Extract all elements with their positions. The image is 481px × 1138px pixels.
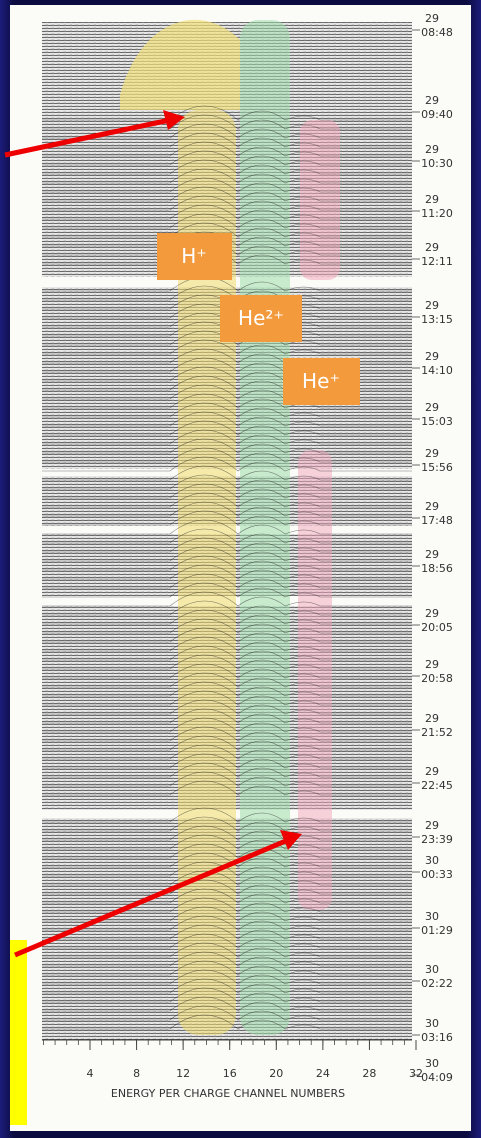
time-clock: 10:30 xyxy=(421,157,453,170)
time-day: 30 xyxy=(425,963,439,976)
time-day: 30 xyxy=(425,1057,439,1070)
highlight-bar xyxy=(10,940,27,1125)
x-tick-label: 24 xyxy=(316,1067,330,1080)
time-clock: 11:20 xyxy=(421,207,453,220)
time-day: 29 xyxy=(425,350,439,363)
time-clock: 20:05 xyxy=(421,621,453,634)
time-clock: 15:03 xyxy=(421,415,453,428)
time-day: 29 xyxy=(425,241,439,254)
ion-label: H⁺ xyxy=(181,244,207,268)
time-clock: 00:33 xyxy=(421,868,453,881)
time-clock: 22:45 xyxy=(421,779,453,792)
time-day: 29 xyxy=(425,143,439,156)
time-day: 29 xyxy=(425,607,439,620)
time-day: 29 xyxy=(425,765,439,778)
ion-label: He²⁺ xyxy=(238,306,284,330)
time-clock: 14:10 xyxy=(421,364,453,377)
x-tick-label: 20 xyxy=(269,1067,283,1080)
figure: 48121620242832 ENERGY PER CHARGE CHANNEL… xyxy=(0,0,481,1138)
time-clock: 03:16 xyxy=(421,1031,453,1044)
x-axis-label: ENERGY PER CHARGE CHANNEL NUMBERS xyxy=(111,1087,345,1100)
time-clock: 13:15 xyxy=(421,313,453,326)
ion-label: He⁺ xyxy=(302,369,340,393)
time-day: 29 xyxy=(425,299,439,312)
time-day: 29 xyxy=(425,12,439,25)
time-day: 29 xyxy=(425,94,439,107)
time-day: 29 xyxy=(425,658,439,671)
time-day: 30 xyxy=(425,1017,439,1030)
time-clock: 23:39 xyxy=(421,833,453,846)
time-clock: 17:48 xyxy=(421,514,453,527)
x-tick-label: 4 xyxy=(87,1067,94,1080)
time-clock: 01:29 xyxy=(421,924,453,937)
time-clock: 21:52 xyxy=(421,726,453,739)
time-clock: 02:22 xyxy=(421,977,453,990)
x-tick-label: 8 xyxy=(133,1067,140,1080)
time-day: 29 xyxy=(425,447,439,460)
time-day: 30 xyxy=(425,910,439,923)
time-clock: 12:11 xyxy=(421,255,453,268)
time-day: 29 xyxy=(425,193,439,206)
time-clock: 18:56 xyxy=(421,562,453,575)
time-day: 29 xyxy=(425,712,439,725)
time-clock: 04:09 xyxy=(421,1071,453,1084)
time-clock: 15:56 xyxy=(421,461,453,474)
time-clock: 20:58 xyxy=(421,672,453,685)
time-clock: 08:48 xyxy=(421,26,453,39)
time-day: 29 xyxy=(425,819,439,832)
time-clock: 09:40 xyxy=(421,108,453,121)
time-day: 29 xyxy=(425,401,439,414)
time-day: 29 xyxy=(425,548,439,561)
x-tick-label: 16 xyxy=(223,1067,237,1080)
x-tick-label: 12 xyxy=(176,1067,190,1080)
time-day: 29 xyxy=(425,500,439,513)
time-day: 30 xyxy=(425,854,439,867)
x-tick-label: 28 xyxy=(362,1067,376,1080)
slide: 48121620242832 ENERGY PER CHARGE CHANNEL… xyxy=(0,0,481,1138)
